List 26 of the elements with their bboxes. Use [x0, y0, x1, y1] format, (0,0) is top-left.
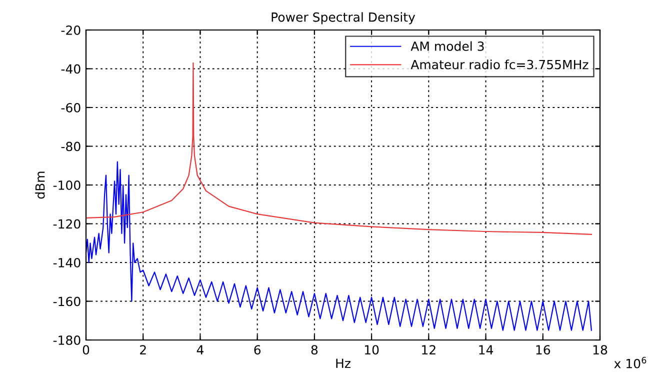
y-tick-label: -100 [53, 180, 80, 190]
y-tick-label: -120 [53, 219, 80, 229]
x-tick-label: 14 [479, 345, 494, 354]
y-tick-label: -60 [61, 102, 80, 112]
x-tick-label: 2 [140, 345, 146, 354]
x-tick-label: 8 [311, 345, 318, 355]
y-tick-label: -140 [53, 258, 80, 268]
x-tick-label: 0 [82, 345, 90, 355]
x-tick-label: 16 [536, 345, 550, 355]
y-tick-label: -40 [61, 64, 80, 74]
legend-label: AM model 3 [410, 41, 484, 51]
x-tick-label: 4 [196, 345, 204, 354]
y-tick-label: -80 [61, 142, 80, 152]
y-tick-label: -160 [53, 296, 80, 306]
line-series [86, 161, 592, 331]
x-tick-label: 18 [593, 345, 608, 355]
text: x 10$^{6}$ [614, 356, 646, 368]
y-tick-label: -20 [61, 25, 80, 35]
x-tick-label: 10 [364, 345, 379, 355]
y-axis-title: dBm [35, 172, 45, 199]
x-tick-label: 6 [254, 345, 261, 355]
x-tick-label: 12 [422, 345, 436, 354]
chart-title: Power Spectral Density [272, 12, 416, 24]
legend-label: Amateur radio fc=3.755MHz [410, 60, 588, 70]
x-axis-title: Hz [336, 358, 350, 368]
y-tick-label: -180 [53, 335, 80, 345]
